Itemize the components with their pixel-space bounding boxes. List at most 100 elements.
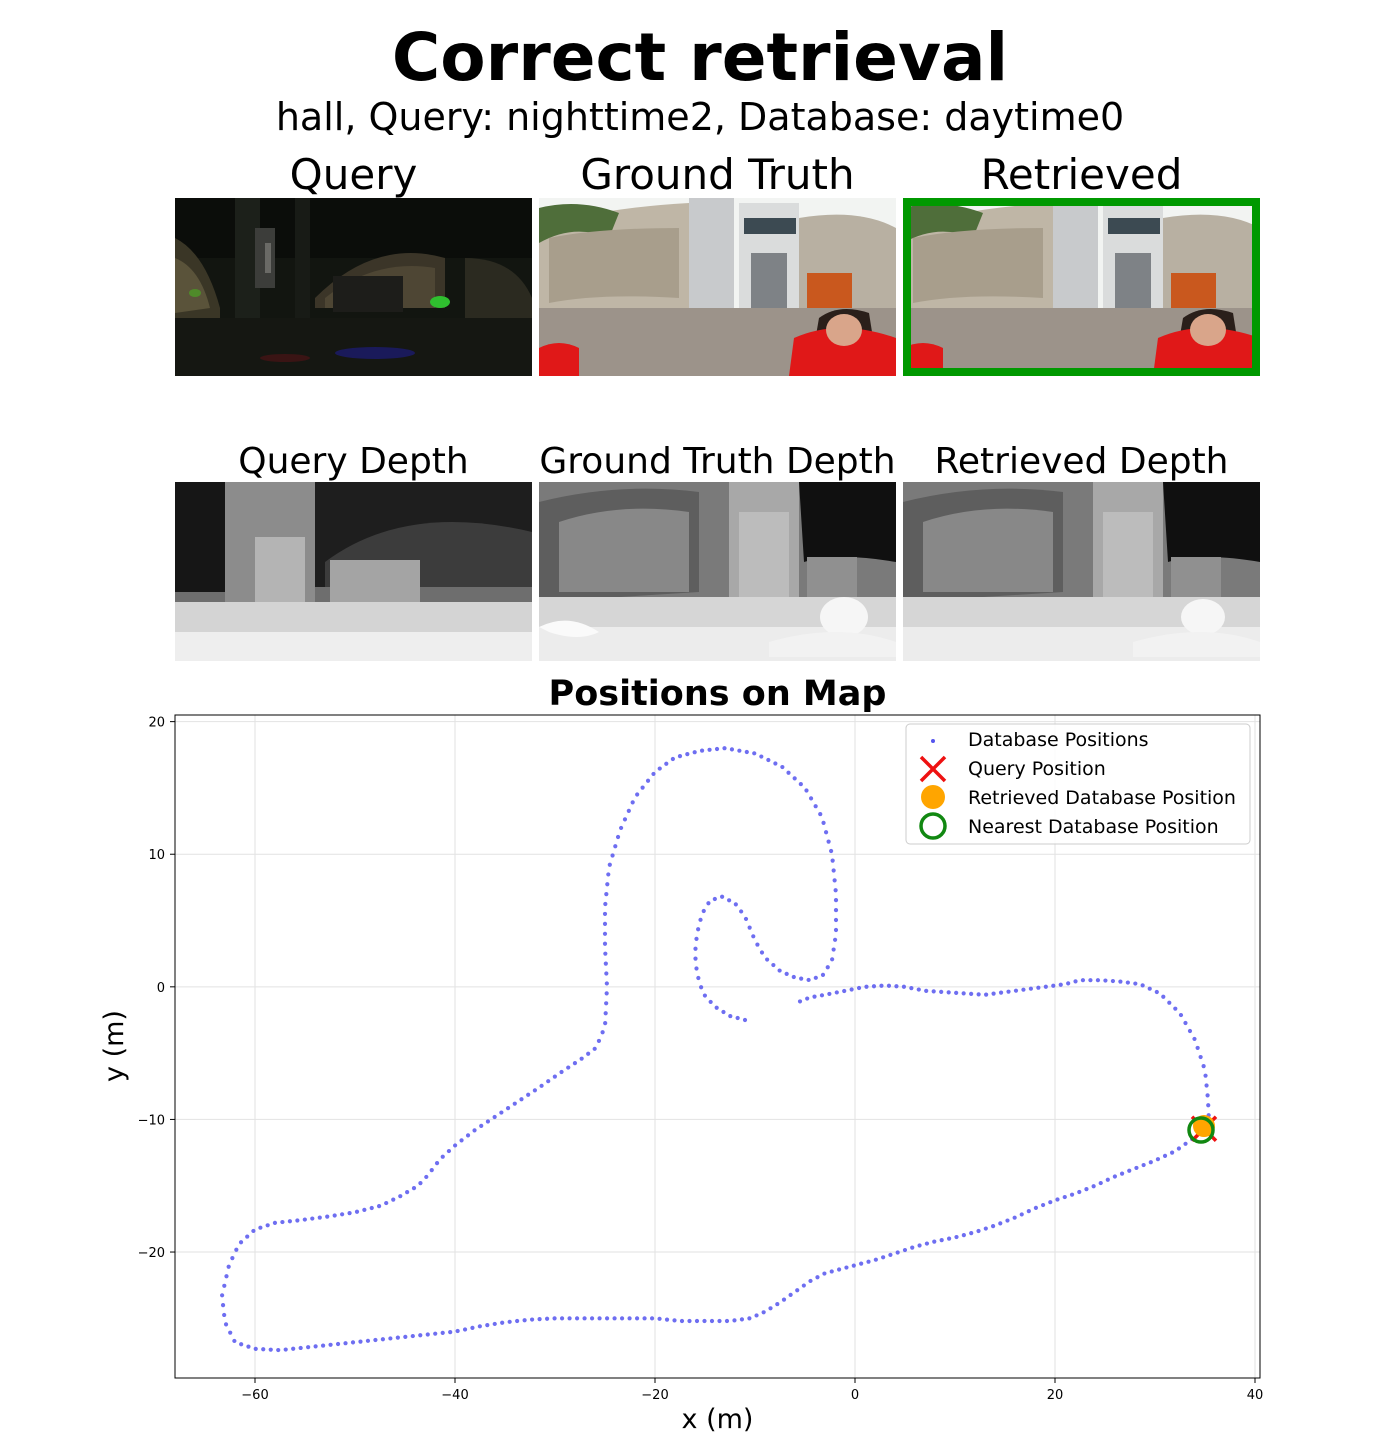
- database-point: [939, 989, 944, 994]
- database-point: [744, 749, 749, 755]
- database-point: [224, 1274, 229, 1279]
- database-point: [1095, 978, 1101, 983]
- database-point: [313, 1344, 318, 1349]
- database-point: [687, 1318, 692, 1324]
- database-point: [990, 1224, 996, 1229]
- y-tick-label: −20: [138, 1246, 165, 1261]
- database-point: [552, 1074, 557, 1079]
- database-point: [603, 901, 608, 907]
- database-point: [539, 1083, 544, 1088]
- database-point: [603, 1011, 608, 1016]
- database-point: [232, 1338, 237, 1344]
- database-point: [833, 917, 839, 923]
- database-point: [709, 1318, 715, 1324]
- database-point: [615, 834, 621, 840]
- database-point: [425, 1332, 430, 1337]
- database-point: [1178, 1012, 1184, 1018]
- database-point: [1154, 989, 1159, 995]
- database-point: [895, 1250, 900, 1255]
- legend-retrieved-marker: [921, 785, 945, 809]
- database-point: [701, 908, 706, 914]
- database-point: [602, 941, 608, 946]
- database-point: [405, 1190, 410, 1195]
- database-point: [1043, 984, 1048, 989]
- database-point: [851, 1263, 856, 1268]
- query-depth-image: [175, 482, 532, 661]
- database-point: [693, 946, 698, 951]
- database-point: [605, 882, 610, 887]
- database-point: [222, 1312, 227, 1318]
- nearest-position-marker: [1187, 1116, 1215, 1144]
- x-tick-label: 40: [1247, 1388, 1264, 1403]
- database-point: [354, 1209, 360, 1214]
- database-point: [844, 1265, 849, 1270]
- database-point: [820, 972, 826, 978]
- database-point: [832, 937, 838, 942]
- database-point: [1187, 1028, 1193, 1034]
- y-tick-label: 0: [157, 981, 165, 996]
- database-point: [306, 1345, 311, 1350]
- database-point: [604, 991, 609, 996]
- database-point: [1005, 1218, 1010, 1223]
- database-point: [801, 1283, 806, 1288]
- database-point: [732, 1318, 737, 1323]
- database-point: [798, 781, 803, 787]
- database-point: [1028, 986, 1034, 991]
- database-point: [369, 1205, 374, 1211]
- database-point: [537, 1317, 542, 1322]
- database-point: [552, 1316, 557, 1321]
- database-point: [630, 800, 635, 805]
- database-point: [1161, 994, 1166, 999]
- query-depth-title: Query Depth: [238, 441, 469, 482]
- database-point: [340, 1212, 345, 1217]
- database-point: [602, 921, 608, 926]
- x-axis-label: x (m): [681, 1404, 754, 1435]
- database-point: [873, 1257, 878, 1262]
- query-title: Query: [289, 150, 418, 199]
- database-point: [706, 901, 711, 906]
- database-point: [775, 1301, 780, 1307]
- database-point: [664, 1317, 670, 1322]
- database-point: [833, 927, 839, 933]
- database-point: [805, 996, 810, 1001]
- database-point: [1167, 1000, 1172, 1005]
- database-point: [694, 936, 699, 942]
- database-point: [1195, 1045, 1200, 1051]
- database-point: [619, 1316, 625, 1321]
- database-point: [808, 796, 814, 801]
- database-point: [765, 957, 770, 962]
- database-point: [759, 950, 765, 955]
- database-point: [754, 1313, 759, 1318]
- database-point: [664, 761, 669, 766]
- database-point: [1118, 979, 1123, 984]
- database-point: [879, 983, 884, 988]
- database-point: [781, 1297, 787, 1302]
- database-point: [1055, 1197, 1060, 1202]
- ground-truth-depth-image: [539, 482, 896, 661]
- database-point: [894, 984, 899, 989]
- database-point: [742, 1017, 748, 1023]
- database-point: [812, 994, 817, 999]
- database-point: [234, 1247, 239, 1252]
- database-point: [983, 1226, 988, 1231]
- database-point: [223, 1322, 229, 1327]
- database-point: [226, 1264, 231, 1269]
- database-point: [358, 1339, 363, 1344]
- database-point: [916, 987, 921, 992]
- database-points: [220, 746, 1212, 1353]
- database-point: [1021, 987, 1026, 992]
- database-point: [924, 1241, 930, 1246]
- database-point: [544, 1316, 550, 1321]
- database-point: [829, 1269, 834, 1274]
- database-point: [328, 1342, 333, 1347]
- database-point: [388, 1336, 393, 1341]
- database-point: [773, 761, 778, 766]
- database-point: [739, 1317, 745, 1322]
- database-point: [1073, 979, 1078, 984]
- database-point: [395, 1335, 400, 1340]
- database-point: [1148, 1160, 1153, 1165]
- database-point: [771, 962, 776, 968]
- database-point: [946, 1236, 952, 1241]
- database-point: [821, 820, 826, 825]
- database-point: [780, 764, 785, 770]
